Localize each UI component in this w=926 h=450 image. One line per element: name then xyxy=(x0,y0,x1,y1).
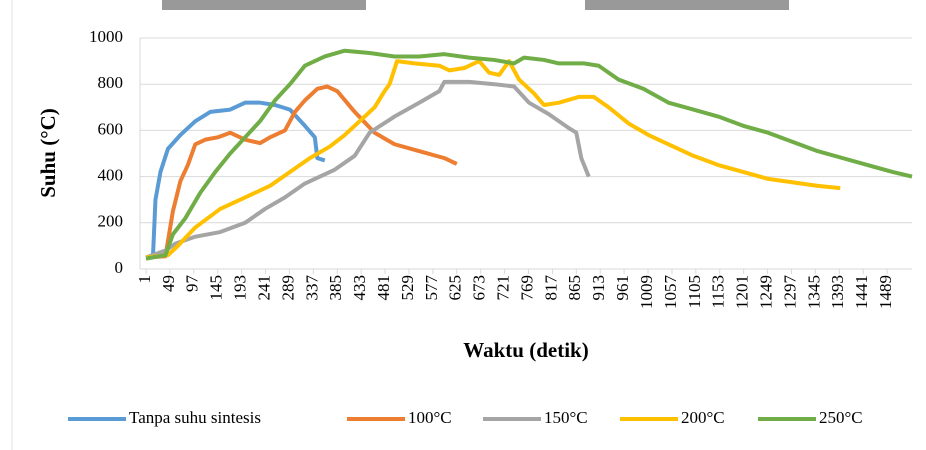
x-tick-label: 337 xyxy=(302,275,321,301)
x-tick-label: 1249 xyxy=(756,275,775,309)
legend-label: 150°C xyxy=(544,408,588,427)
legend-label: 100°C xyxy=(408,408,452,427)
x-tick-label: 1057 xyxy=(661,275,680,310)
x-tick-label: 145 xyxy=(207,275,226,301)
y-tick-label: 600 xyxy=(98,119,124,138)
x-tick-label: 529 xyxy=(398,275,417,301)
x-tick-label: 1489 xyxy=(876,275,895,309)
y-tick-label: 800 xyxy=(98,73,124,92)
x-tick-label: 49 xyxy=(159,275,178,292)
x-tick-label: 1201 xyxy=(733,275,752,309)
x-tick-label: 721 xyxy=(494,275,513,301)
x-tick-label: 1297 xyxy=(780,275,799,310)
series-line xyxy=(145,59,841,260)
x-tick-label: 1393 xyxy=(828,275,847,309)
series-line xyxy=(145,79,591,260)
x-tick-label: 241 xyxy=(254,275,273,301)
x-tick-label: 1153 xyxy=(709,275,728,308)
y-tick-label: 0 xyxy=(115,258,124,277)
series-line xyxy=(145,84,458,260)
x-tick-label: 577 xyxy=(422,275,441,301)
x-tick-label: 961 xyxy=(613,275,632,301)
y-tick-label: 1000 xyxy=(89,27,123,46)
x-tick-label: 769 xyxy=(517,275,536,301)
x-tick-label: 289 xyxy=(278,275,297,301)
x-tick-label: 385 xyxy=(326,275,345,301)
x-tick-label: 817 xyxy=(541,275,560,301)
x-tick-label: 433 xyxy=(350,275,369,301)
x-tick-label: 481 xyxy=(374,275,393,301)
x-tick-label: 1441 xyxy=(852,275,871,309)
x-tick-label: 1345 xyxy=(804,275,823,309)
y-axis-title: Suhu (°C) xyxy=(36,108,60,198)
y-tick-label: 400 xyxy=(98,166,124,185)
series-line xyxy=(145,100,326,260)
top-tab xyxy=(585,0,789,10)
series-line xyxy=(145,48,913,261)
x-tick-label: 1009 xyxy=(637,275,656,309)
x-tick-label: 865 xyxy=(565,275,584,301)
x-tick-label: 1105 xyxy=(685,275,704,308)
legend-label: 250°C xyxy=(819,408,863,427)
x-tick-label: 673 xyxy=(470,275,489,301)
x-tick-label: 625 xyxy=(446,275,465,301)
top-tab xyxy=(162,0,366,10)
legend-label: Tanpa suhu sintesis xyxy=(129,408,261,427)
legend-label: 200°C xyxy=(681,408,725,427)
x-tick-label: 1 xyxy=(135,275,154,284)
x-tick-label: 913 xyxy=(589,275,608,301)
x-axis-title: Waktu (detik) xyxy=(463,338,588,362)
x-tick-label: 97 xyxy=(183,275,202,293)
y-tick-label: 200 xyxy=(98,212,124,231)
x-tick-label: 193 xyxy=(231,275,250,301)
